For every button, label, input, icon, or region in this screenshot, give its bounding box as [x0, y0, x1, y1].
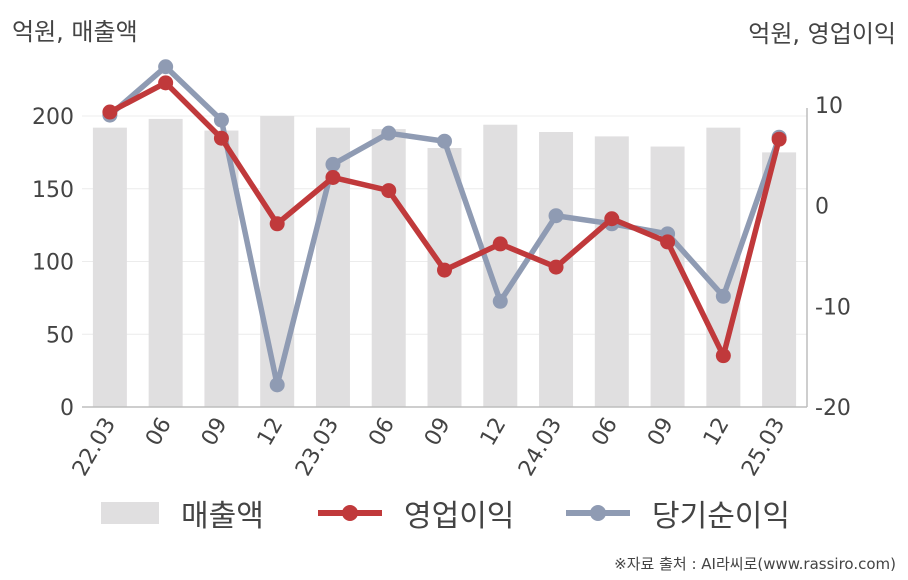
right-tick-label: 10 [815, 94, 843, 119]
x-tick-label: 09 [197, 414, 233, 451]
left-tick-label: 0 [60, 396, 74, 421]
point-net-income [213, 112, 229, 128]
source-note: ※자료 출처 : AI라씨로(www.rassiro.com) [614, 555, 896, 573]
x-tick-label: 22.03 [68, 414, 121, 481]
left-axis-unit: 억원, 매출액 [12, 18, 138, 46]
point-operating-profit [437, 262, 452, 278]
point-operating-profit [102, 104, 118, 120]
x-tick-label: 25.03 [737, 414, 790, 481]
point-net-income [381, 125, 397, 141]
x-tick-label: 09 [643, 414, 679, 451]
legend-label-revenue: 매출액 [181, 499, 264, 534]
legend-swatch-net-income [566, 502, 630, 524]
point-operating-profit [492, 236, 508, 252]
bar-revenue [371, 129, 406, 407]
left-tick-label: 50 [46, 323, 74, 348]
point-operating-profit [158, 75, 174, 91]
x-tick-label: 12 [699, 414, 735, 451]
x-tick-label: 12 [476, 414, 512, 451]
point-operating-profit [269, 216, 285, 232]
point-net-income [548, 208, 564, 224]
x-tick-label: 12 [253, 414, 289, 451]
point-operating-profit [660, 234, 676, 250]
legend-swatch-revenue [101, 502, 159, 524]
point-operating-profit [325, 169, 341, 185]
point-operating-profit [381, 183, 397, 199]
right-tick-label: 0 [815, 195, 829, 220]
legend-label-net-income: 당기순이익 [652, 499, 790, 534]
bar-revenue [260, 116, 295, 407]
point-net-income [715, 288, 731, 304]
point-net-income [158, 59, 174, 75]
x-tick-label: 23.03 [291, 414, 344, 481]
x-tick-label: 06 [141, 414, 177, 451]
bar-revenue [148, 118, 183, 407]
x-tick-label: 24.03 [514, 414, 567, 481]
bar-revenue [650, 146, 685, 407]
point-net-income [269, 377, 285, 393]
right-axis-unit: 억원, 영업이익 [748, 20, 896, 48]
point-net-income [325, 156, 341, 172]
point-operating-profit [715, 348, 731, 364]
left-tick-label: 200 [32, 105, 74, 130]
point-net-income [492, 293, 508, 309]
right-tick-label: -10 [815, 295, 851, 320]
x-tick-label: 09 [420, 414, 456, 451]
point-operating-profit [771, 131, 787, 147]
left-tick-label: 150 [32, 178, 74, 203]
bar-revenue [92, 127, 127, 407]
bar-revenue [762, 152, 797, 407]
point-operating-profit [548, 259, 564, 275]
legend-label-operating-profit: 영업이익 [404, 499, 515, 534]
legend-swatch-operating-profit [318, 502, 382, 524]
legend-item-operating-profit: 영업이익 [318, 490, 514, 536]
left-tick-label: 100 [32, 251, 74, 276]
legend-item-revenue: 매출액 [101, 490, 264, 536]
point-operating-profit [213, 130, 229, 146]
point-net-income [437, 133, 452, 149]
point-operating-profit [604, 211, 620, 227]
legend: 매출액 영업이익 당기순이익 [0, 490, 908, 540]
legend-item-net-income: 당기순이익 [566, 490, 790, 536]
x-tick-label: 06 [364, 414, 400, 451]
right-tick-label: -20 [815, 396, 851, 421]
bar-revenue [594, 136, 629, 407]
x-tick-label: 06 [587, 414, 623, 451]
